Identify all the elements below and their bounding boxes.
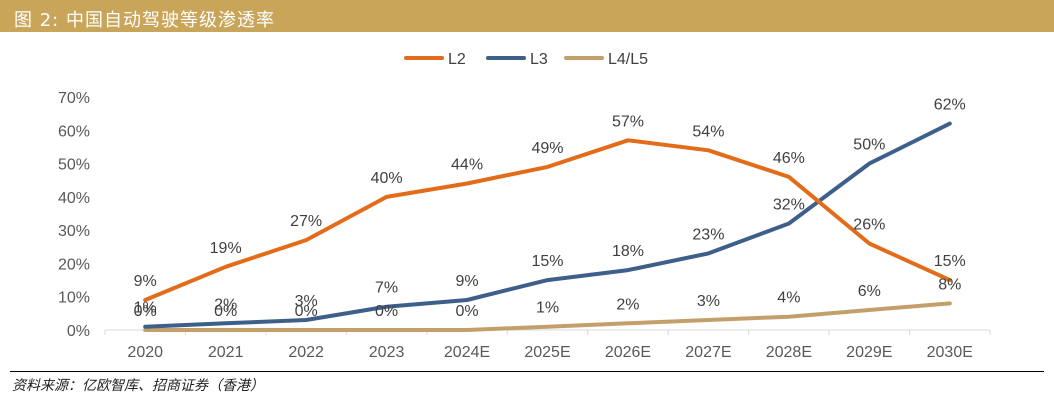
x-tick-label: 2021: [208, 344, 244, 361]
x-tick-label: 2023: [369, 344, 405, 361]
data-label: 23%: [692, 226, 724, 243]
data-label: 0%: [295, 303, 318, 320]
x-tick-label: 2024E: [444, 344, 490, 361]
data-label: 4%: [777, 290, 800, 307]
x-tick-label: 2030E: [927, 344, 973, 361]
line-chart: L2 L3 L4/L5 0%10%20%30%40%50%60%70% 2020 20…: [58, 51, 991, 361]
data-label: 0%: [455, 303, 478, 320]
data-label: 62%: [934, 97, 966, 114]
data-label: 32%: [773, 196, 805, 213]
y-tick-label: 30%: [58, 223, 90, 240]
data-label: 19%: [210, 240, 242, 257]
data-label: 50%: [853, 137, 885, 154]
y-tick-label: 0%: [67, 323, 90, 340]
series-lines: [143, 121, 952, 332]
legend-label: L2: [448, 51, 466, 68]
source-note: 资料来源：亿欧智库、招商证券（香港）: [12, 378, 264, 394]
data-label: 26%: [853, 216, 885, 233]
y-tick-label: 10%: [58, 290, 90, 307]
footer-divider: [10, 371, 1044, 372]
y-tick-label: 20%: [58, 256, 90, 273]
y-axis: 0% 10% 20% 30% 40% 50% 60% 70%: [58, 90, 90, 340]
x-tick-label: 2027E: [685, 344, 731, 361]
y-tick-label: 40%: [58, 190, 90, 207]
data-label: 8%: [938, 276, 961, 293]
x-tick-label: 2029E: [846, 344, 892, 361]
data-label: 9%: [455, 273, 478, 290]
data-label: 3%: [697, 293, 720, 310]
y-tick-label: 60%: [58, 123, 90, 140]
data-label: 49%: [531, 140, 563, 157]
data-label: 15%: [934, 253, 966, 270]
data-label: 2%: [214, 296, 237, 313]
x-tick-label: 2028E: [766, 344, 812, 361]
data-label: 1%: [536, 300, 559, 317]
x-tick-label: 2020: [127, 344, 163, 361]
figure-title-banner: 图 2: 中国自动驾驶等级渗透率: [0, 0, 1054, 32]
data-label: 3%: [295, 293, 318, 310]
y-tick-label: 70%: [58, 90, 90, 107]
series-line-l2: [143, 138, 952, 302]
data-label: 40%: [371, 170, 403, 187]
series-line-l4-l5: [143, 301, 952, 332]
x-tick-label: 2026E: [605, 344, 651, 361]
data-label: 1%: [134, 300, 157, 317]
data-label: 27%: [290, 213, 322, 230]
data-label: 57%: [612, 113, 644, 130]
data-label: 15%: [531, 253, 563, 270]
data-label: 0%: [134, 303, 157, 320]
data-label: 2%: [616, 296, 639, 313]
y-tick-label: 50%: [58, 157, 90, 174]
legend: L2 L3 L4/L5: [404, 51, 648, 68]
data-label: 0%: [214, 303, 237, 320]
data-label: 46%: [773, 150, 805, 167]
x-axis: 2020 2021 2022 2023 2024E 2025E 2026E 2027E 2028…: [104, 329, 991, 361]
data-label: 18%: [612, 243, 644, 260]
data-label: 6%: [858, 283, 881, 300]
series-line-l3: [143, 121, 952, 329]
figure-title: 图 2: 中国自动驾驶等级渗透率: [14, 10, 275, 31]
data-label: 44%: [451, 157, 483, 174]
x-tick-label: 2025E: [524, 344, 570, 361]
data-label: 54%: [692, 123, 724, 140]
x-tick-label: 2022: [288, 344, 324, 361]
legend-label: L3: [530, 51, 548, 68]
data-labels: 9% 19% 27% 40% 44% 49% 57% 54% 46% 26% 15% 1% 2% 3% 7%…: [134, 97, 966, 320]
data-label: 9%: [134, 273, 157, 290]
data-label: 0%: [375, 303, 398, 320]
data-label: 7%: [375, 280, 398, 297]
legend-label: L4/L5: [608, 51, 648, 68]
